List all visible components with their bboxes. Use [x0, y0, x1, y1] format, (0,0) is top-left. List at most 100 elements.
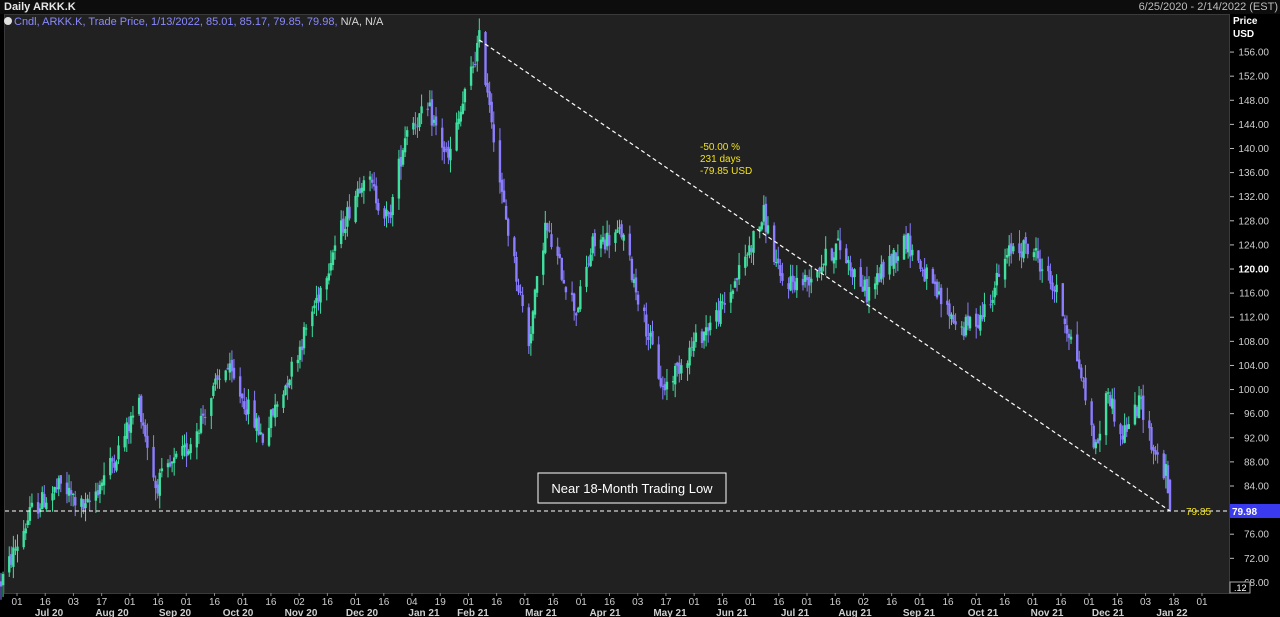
candle-body	[690, 346, 693, 348]
candle-body	[1106, 392, 1110, 394]
candle-body	[282, 394, 285, 408]
x-month-label: Nov 21	[1031, 608, 1064, 617]
candle-body	[12, 547, 15, 567]
y-tick-label: 68.00	[1244, 578, 1269, 589]
candle-body	[529, 334, 533, 344]
candle-body	[139, 395, 143, 423]
candle-body	[1038, 258, 1042, 272]
candle-body	[80, 498, 83, 507]
candle-body	[183, 444, 186, 448]
x-tick-label: 01	[237, 597, 249, 608]
candle-body	[628, 233, 632, 256]
y-tick-label: 96.00	[1244, 409, 1269, 420]
x-tick-label: 16	[322, 597, 334, 608]
candle-body	[1156, 452, 1159, 455]
candle-body	[463, 88, 467, 103]
candle-body	[1098, 433, 1102, 441]
x-tick-label: 16	[548, 597, 560, 608]
candle-body	[661, 385, 665, 388]
candle-body	[53, 486, 56, 493]
candle-body	[585, 266, 588, 287]
candle-body	[787, 283, 790, 290]
candle-body	[30, 502, 34, 507]
x-tick-label: 16	[1112, 597, 1124, 608]
candle-body	[41, 492, 44, 509]
candle-body	[865, 278, 869, 303]
candle-body	[170, 461, 174, 464]
x-month-label: Feb 21	[457, 608, 489, 617]
candle-body	[214, 378, 217, 385]
candle-body	[55, 487, 58, 490]
candle-body	[517, 285, 520, 292]
x-tick-label: 16	[999, 597, 1011, 608]
candle-body	[14, 549, 17, 551]
x-month-label: Jan 22	[1156, 608, 1188, 617]
candle-body	[142, 422, 145, 426]
candle-body	[719, 300, 722, 324]
candle-body	[430, 99, 434, 126]
candle-body	[793, 281, 796, 290]
candle-body	[117, 445, 120, 460]
candle-body	[358, 188, 361, 194]
candle-body	[622, 234, 625, 241]
candle-body	[851, 269, 854, 278]
candle-body	[1069, 336, 1073, 340]
candle-body	[329, 262, 333, 271]
candle-body	[74, 496, 77, 506]
candle-body	[777, 258, 780, 264]
candle-body	[65, 482, 69, 495]
price-box-label: .12	[1234, 583, 1247, 593]
y-axis-label: Price	[1233, 16, 1258, 27]
candle-body	[1090, 401, 1093, 426]
candle-body	[599, 239, 603, 249]
candle-body	[1127, 424, 1130, 430]
candle-body	[779, 264, 782, 276]
candle-body	[1150, 427, 1153, 450]
x-tick-label: 03	[68, 597, 80, 608]
candle-body	[461, 103, 465, 114]
candle-body	[26, 520, 30, 525]
candle-body	[647, 337, 650, 340]
candle-body	[154, 480, 157, 489]
candle-body	[962, 327, 966, 337]
legend-dot-icon[interactable]	[4, 17, 12, 25]
candle-body	[125, 422, 128, 439]
candle-body	[614, 232, 617, 243]
candle-body	[673, 365, 677, 385]
candle-body	[752, 230, 755, 253]
candle-body	[168, 462, 172, 467]
candle-body	[1026, 243, 1029, 255]
candle-body	[546, 223, 549, 231]
candle-body	[218, 378, 221, 380]
x-tick-label: 01	[463, 597, 475, 608]
candle-body	[57, 478, 60, 490]
series-legend[interactable]: Cndl, ARKK.K, Trade Price, 1/13/2022, 85…	[4, 16, 383, 28]
candle-body	[805, 277, 809, 281]
candle-body	[241, 393, 244, 399]
candle-body	[579, 286, 582, 310]
y-tick-label: 140.00	[1238, 144, 1269, 155]
x-tick-label: 04	[406, 597, 418, 608]
candle-body	[822, 263, 825, 265]
candle-body	[997, 273, 1001, 277]
candle-body	[447, 146, 450, 158]
candle-body	[960, 326, 963, 328]
candle-body	[1080, 367, 1083, 379]
candle-body	[775, 262, 778, 264]
candle-body	[531, 311, 535, 334]
candle-body	[560, 257, 563, 280]
candle-body	[818, 267, 821, 271]
candle-body	[98, 484, 102, 495]
x-tick-label: 01	[576, 597, 588, 608]
candle-body	[700, 331, 704, 344]
candle-body	[102, 475, 106, 486]
x-month-label: Jan 21	[408, 608, 440, 617]
candle-body	[399, 156, 403, 167]
candle-body	[203, 416, 207, 418]
candle-body	[45, 502, 48, 510]
candle-body	[521, 294, 524, 307]
candle-body	[84, 503, 87, 509]
y-tick-label: 132.00	[1238, 192, 1269, 203]
candle-body	[1024, 237, 1027, 244]
candle-body	[172, 457, 176, 464]
